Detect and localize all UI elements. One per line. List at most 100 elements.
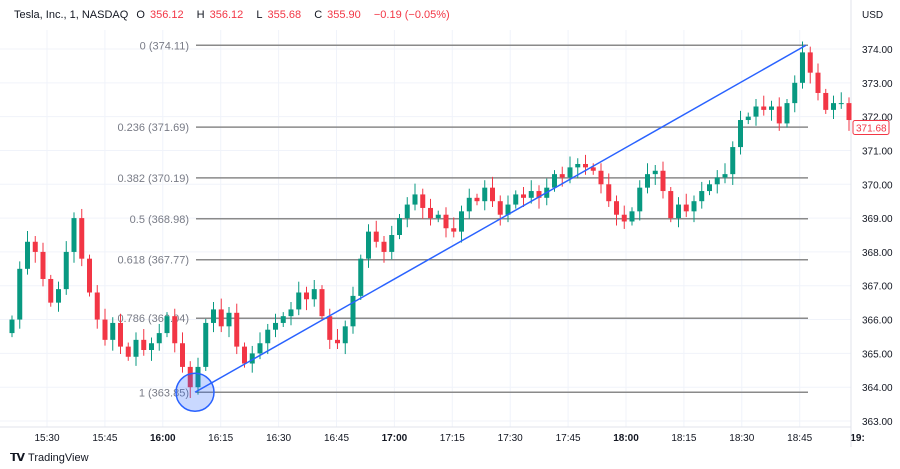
candle	[32, 236, 38, 263]
candle	[79, 208, 85, 267]
time-tick-label: 15:45	[92, 433, 117, 444]
candle	[497, 195, 503, 226]
candle	[118, 313, 123, 355]
price-tick-label: 373.00	[862, 79, 893, 90]
time-tick-label: 17:00	[382, 433, 408, 444]
candle-body	[521, 194, 526, 198]
candle	[583, 154, 588, 175]
candle	[187, 361, 193, 399]
candle	[404, 197, 410, 228]
candle-body	[304, 292, 309, 300]
candle	[420, 188, 426, 219]
candle	[629, 207, 635, 226]
candle-body	[528, 191, 534, 198]
fib-level-label: 0.618 (367.77)	[117, 255, 189, 267]
candle-body	[125, 346, 131, 357]
candle-body	[172, 316, 178, 344]
candle	[63, 241, 69, 295]
candle	[273, 313, 278, 338]
candle	[482, 180, 488, 211]
candle	[792, 75, 798, 113]
candle-body	[296, 292, 302, 310]
time-tick-label: 17:15	[440, 433, 465, 444]
candle-body	[71, 218, 77, 252]
candle-body	[110, 322, 116, 340]
candle	[738, 110, 743, 155]
candle-body	[358, 258, 364, 296]
candle-body	[133, 339, 139, 357]
candle-body	[412, 194, 418, 205]
candle-body	[567, 167, 573, 178]
candle-body	[17, 268, 23, 320]
candle-body	[257, 343, 263, 354]
candle-body	[366, 231, 371, 259]
candle	[218, 298, 224, 333]
candle	[730, 141, 736, 185]
open-label: O	[136, 9, 145, 21]
candle-body	[753, 106, 759, 117]
candle	[459, 205, 464, 243]
candle-body	[559, 174, 565, 178]
candle	[71, 212, 77, 263]
candle	[40, 242, 46, 287]
candle	[389, 225, 395, 260]
price-tick-label: 366.00	[862, 316, 893, 327]
fib-level-label: 0.5 (368.98)	[130, 214, 189, 226]
candle	[56, 281, 61, 312]
candle-body	[784, 103, 790, 124]
candle	[87, 254, 92, 297]
currency-label[interactable]: USD	[862, 10, 884, 21]
candle-body	[800, 52, 805, 83]
candle	[381, 236, 387, 263]
candle-body	[226, 312, 232, 327]
price-tick-label: 369.00	[862, 214, 893, 225]
fib-level-label: 0.382 (370.19)	[117, 173, 189, 185]
candle	[211, 301, 216, 333]
candle-body	[606, 184, 612, 202]
candle	[9, 315, 15, 338]
candle	[707, 180, 712, 196]
candle-body	[249, 353, 255, 364]
tradingview-brand[interactable]: 𝗧𝗩 TradingView	[10, 451, 89, 465]
candle	[443, 207, 449, 238]
candle-body	[280, 316, 286, 323]
candle	[637, 180, 643, 221]
candle-body	[443, 214, 449, 229]
time-tick-label: 18:00	[613, 433, 639, 444]
candle	[474, 193, 480, 206]
candle-body	[459, 211, 464, 232]
candle	[668, 186, 674, 223]
candle-body	[776, 106, 782, 124]
candle-body	[102, 319, 108, 340]
close-value: 355.90	[327, 9, 361, 21]
candle	[172, 308, 178, 353]
candle-body	[838, 103, 844, 105]
candle	[784, 99, 790, 128]
candle-body	[25, 241, 30, 269]
candle-body	[420, 194, 426, 208]
candle	[335, 329, 340, 349]
candle	[645, 163, 650, 194]
candle	[621, 205, 627, 229]
candle-body	[149, 343, 154, 350]
candle-body	[327, 316, 333, 340]
candle-body	[683, 204, 689, 212]
candle	[505, 195, 511, 223]
candle-body	[180, 343, 185, 367]
candle-body	[265, 329, 271, 344]
time-tick-label: 16:15	[208, 433, 233, 444]
candle-body	[451, 228, 457, 232]
candle-body	[311, 289, 317, 300]
time-tick-label: 16:30	[266, 433, 291, 444]
price-tick-label: 372.00	[862, 113, 893, 124]
candle	[428, 198, 433, 226]
fib-level-label: 0.236 (371.69)	[117, 122, 189, 134]
candle-body	[56, 289, 61, 303]
candle	[683, 193, 689, 218]
candle-body	[629, 211, 635, 222]
candle	[435, 210, 441, 223]
candle	[838, 92, 844, 109]
candle	[451, 217, 457, 238]
candle-body	[40, 251, 46, 279]
